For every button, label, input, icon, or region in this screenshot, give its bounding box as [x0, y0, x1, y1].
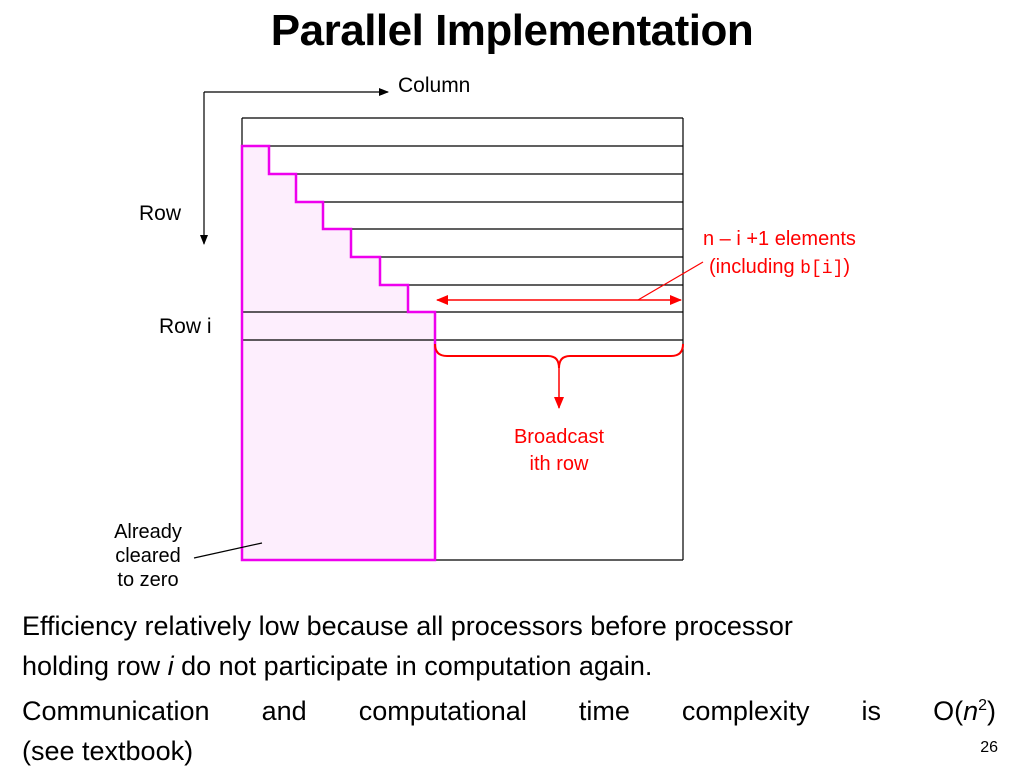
broadcast-brace [434, 343, 684, 369]
cleared-label-line2: cleared [115, 545, 181, 567]
elements-label-code: b[i] [800, 259, 843, 279]
body-line-3: Communication and computational time com… [22, 696, 996, 726]
row-label: Row [139, 202, 182, 225]
column-label: Column [398, 74, 470, 97]
slide-number: 26 [980, 739, 998, 756]
cleared-label-line1: Already [114, 521, 182, 543]
cleared-region-outline [240, 144, 437, 562]
broadcast-label-line1: Broadcast [514, 426, 604, 448]
cleared-callout-line [193, 542, 263, 559]
broadcast-label-line2: ith row [530, 453, 589, 475]
slide-title: Parallel Implementation [270, 6, 754, 55]
elements-label-line2: (including b[i]) [709, 256, 850, 279]
slide-body-text: Efficiency relatively low because all pr… [22, 606, 996, 771]
cleared-region [242, 146, 435, 560]
elements-callout-line [637, 261, 704, 301]
body-line-2: holding row i do not participate in comp… [22, 651, 653, 681]
body-line-1: Efficiency relatively low because all pr… [22, 611, 793, 641]
body-line-4: (see textbook) [22, 736, 194, 766]
elements-label-line1: n – i +1 elements [703, 228, 856, 250]
cleared-label-line3: to zero [117, 569, 178, 591]
row-i-label: Row i [159, 315, 212, 338]
matrix-grid [241, 117, 684, 561]
